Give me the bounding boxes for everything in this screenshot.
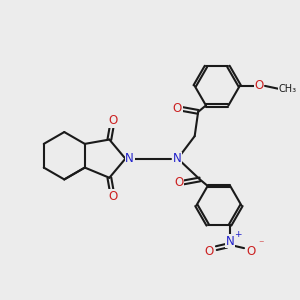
Text: CH₃: CH₃ — [278, 84, 296, 94]
Text: O: O — [108, 114, 117, 127]
Text: N: N — [173, 152, 182, 165]
Text: O: O — [108, 190, 117, 203]
Text: O: O — [205, 245, 214, 258]
Text: O: O — [175, 176, 184, 189]
Text: O: O — [254, 80, 263, 92]
Text: O: O — [173, 102, 182, 115]
Text: O: O — [246, 245, 256, 258]
Text: N: N — [125, 152, 134, 165]
Text: ⁻: ⁻ — [259, 240, 264, 250]
Text: N: N — [226, 235, 235, 248]
Text: +: + — [234, 230, 242, 239]
